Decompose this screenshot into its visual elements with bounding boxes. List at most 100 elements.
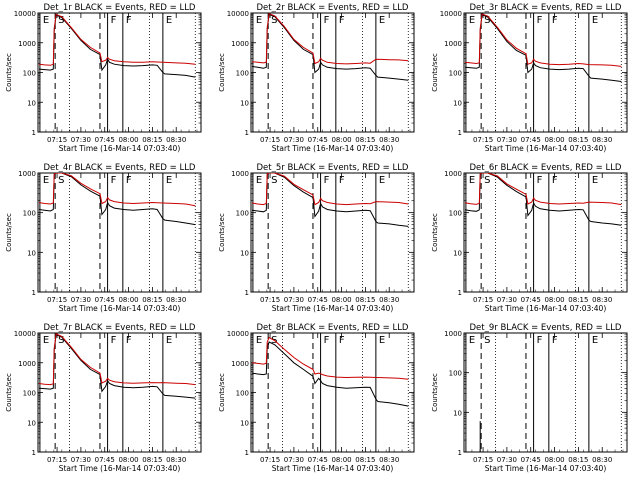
plot-frame [463, 12, 628, 133]
y-tick-label: 1 [458, 289, 462, 297]
plot-frame [463, 332, 628, 453]
y-tick-label: 1000 [231, 360, 249, 368]
event-marker-label: S [484, 15, 490, 26]
event-marker-label: E [379, 15, 385, 26]
series-line-red [464, 173, 622, 206]
y-axis-label: Counts/sec [431, 53, 439, 92]
event-marker-label: F [126, 15, 132, 26]
x-tick-label: 07:30 [71, 296, 91, 304]
x-axis-label: Start Time (16-Mar-14 07:03:40) [59, 144, 181, 153]
x-tick-label: 07:15 [47, 456, 67, 464]
x-tick-label: 08:00 [544, 456, 564, 464]
x-tick-label: 07:30 [284, 456, 304, 464]
chart-title: Det_6r BLACK = Events, RED = LLD [470, 163, 622, 173]
x-tick-label: 07:45 [308, 296, 328, 304]
series-line-red [38, 333, 196, 386]
y-tick-label: 10 [453, 99, 462, 107]
chart-title: Det_1r BLACK = Events, RED = LLD [44, 3, 196, 13]
x-tick-label: 08:30 [166, 456, 186, 464]
x-axis-label: Start Time (16-Mar-14 07:03:40) [272, 304, 394, 313]
y-tick-label: 100 [236, 210, 249, 218]
series-line-black [251, 341, 409, 407]
event-marker-label: E [469, 15, 475, 26]
x-tick-label: 07:15 [473, 296, 493, 304]
x-tick-label: 08:15 [142, 456, 162, 464]
x-tick-label: 08:30 [592, 136, 612, 144]
y-tick-label: 10 [453, 409, 462, 417]
y-tick-label: 1 [245, 289, 249, 297]
y-tick-label: 10 [453, 249, 462, 257]
x-tick-label: 08:15 [142, 296, 162, 304]
x-tick-label: 08:15 [355, 456, 375, 464]
x-tick-label: 07:15 [473, 136, 493, 144]
y-tick-label: 10 [240, 419, 249, 427]
y-tick-label: 1000 [18, 360, 36, 368]
y-tick-label: 1000 [18, 40, 36, 48]
series-line-red [251, 173, 409, 206]
x-tick-label: 08:30 [379, 456, 399, 464]
chart-title: Det_7r BLACK = Events, RED = LLD [44, 323, 196, 333]
event-marker-label: E [166, 335, 172, 346]
x-tick-label: 07:15 [473, 456, 493, 464]
panel-det-4r: Det_4r BLACK = Events, RED = LLD 1 10 100 10… [5, 163, 202, 313]
series-line-red [464, 13, 622, 67]
event-marker-label: E [469, 335, 475, 346]
x-tick-label: 08:30 [592, 456, 612, 464]
event-marker-label: S [58, 335, 64, 346]
y-tick-label: 100 [23, 210, 36, 218]
y-tick-label: 1000 [444, 40, 462, 48]
x-tick-label: 07:45 [95, 136, 115, 144]
plot-frame [250, 332, 415, 453]
y-tick-label: 100 [236, 70, 249, 78]
x-tick-label: 08:30 [379, 296, 399, 304]
x-tick-label: 08:00 [544, 296, 564, 304]
x-tick-label: 07:15 [47, 136, 67, 144]
plot-frame [37, 332, 202, 453]
chart-title: Det_3r BLACK = Events, RED = LLD [470, 3, 622, 13]
y-axis-label: Counts/sec [431, 213, 439, 252]
y-tick-label: 1 [245, 449, 249, 457]
series-line-red [251, 13, 409, 65]
panel-det-5r: Det_5r BLACK = Events, RED = LLD 1 10 100 10… [218, 163, 415, 313]
plot-frame [37, 12, 202, 133]
event-marker-label: F [324, 335, 330, 346]
y-tick-label: 100 [449, 210, 462, 218]
y-tick-label: 10 [240, 99, 249, 107]
chart-title: Det_8r BLACK = Events, RED = LLD [257, 323, 409, 333]
panel-det-3r: Det_3r BLACK = Events, RED = LLD 1 10 100 10… [431, 3, 628, 153]
series-group [464, 13, 622, 82]
x-tick-label: 07:30 [71, 136, 91, 144]
x-axis-label: Start Time (16-Mar-14 07:03:40) [272, 144, 394, 153]
event-marker-label: F [537, 15, 543, 26]
series-group [251, 173, 409, 227]
x-tick-label: 08:15 [568, 456, 588, 464]
y-axis-label: Counts/sec [5, 213, 13, 252]
y-tick-label: 10000 [14, 330, 36, 338]
event-marker-label: F [537, 335, 543, 346]
y-tick-label: 100 [23, 70, 36, 78]
x-axis-label: Start Time (16-Mar-14 07:03:40) [485, 304, 607, 313]
x-tick-label: 08:30 [166, 296, 186, 304]
event-marker-label: F [126, 175, 132, 186]
y-tick-label: 10 [240, 249, 249, 257]
event-marker-label: F [537, 175, 543, 186]
y-tick-label: 10 [27, 249, 36, 257]
x-axis-label: Start Time (16-Mar-14 07:03:40) [59, 464, 181, 473]
event-marker-label: S [58, 15, 64, 26]
x-tick-label: 08:30 [379, 136, 399, 144]
plot-frame [250, 12, 415, 133]
panel-det-7r: Det_7r BLACK = Events, RED = LLD 1 10 100 10… [5, 323, 202, 473]
x-tick-label: 08:15 [568, 136, 588, 144]
event-marker-label: F [552, 175, 558, 186]
x-tick-label: 07:15 [260, 136, 280, 144]
y-tick-label: 100 [236, 390, 249, 398]
y-tick-label: 10000 [440, 10, 462, 18]
x-tick-label: 07:30 [71, 456, 91, 464]
x-tick-label: 08:00 [118, 296, 138, 304]
x-tick-label: 07:30 [497, 456, 517, 464]
event-marker-label: F [126, 335, 132, 346]
x-tick-label: 08:30 [592, 296, 612, 304]
panel-det-9r: Det_9r BLACK = Events, RED = LLD 1 10 100 10… [431, 323, 628, 473]
event-marker-label: S [484, 335, 490, 346]
